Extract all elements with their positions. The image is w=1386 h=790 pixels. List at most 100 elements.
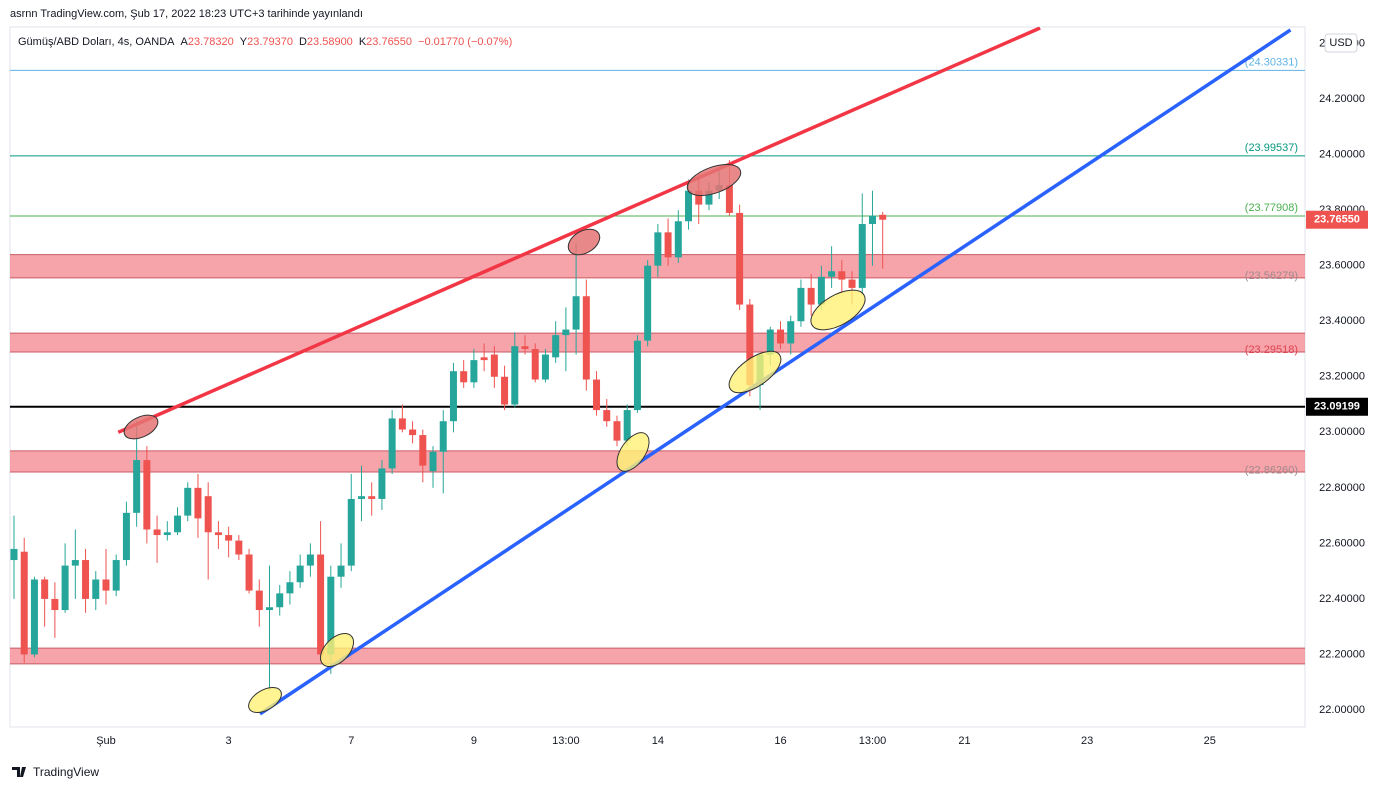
x-tick-label: 3 — [226, 735, 232, 747]
ellipse — [320, 633, 354, 667]
y-tick-label: 22.60000 — [1319, 537, 1365, 549]
x-tick-label: 7 — [348, 735, 354, 747]
candle-body — [296, 565, 304, 583]
candle-body — [184, 487, 192, 516]
candle-body — [603, 410, 611, 422]
x-tick-label: 21 — [958, 735, 970, 747]
y-tick-label: 22.40000 — [1319, 593, 1365, 605]
zone-label: (23.56279) — [1245, 270, 1298, 282]
candle-body — [20, 551, 28, 655]
candle-body — [511, 346, 519, 405]
candle-body — [562, 329, 570, 336]
candle-body — [409, 429, 417, 436]
x-tick-label: 14 — [652, 735, 664, 747]
candle-body — [572, 296, 580, 330]
trendline — [117, 27, 1041, 434]
legend-value: 23.79370 — [247, 36, 293, 48]
x-tick-label: 13:00 — [859, 735, 887, 747]
candle-body — [214, 532, 222, 536]
price-axis: 22.00000 22.20000 22.40000 22.60000 22.80000… — [1306, 37, 1368, 716]
candle-body — [71, 560, 79, 566]
currency-button[interactable] — [1324, 33, 1358, 53]
candle-body — [357, 496, 365, 499]
candle-body — [449, 371, 457, 422]
candle-body — [41, 579, 49, 599]
price-box-label: 23.76550 — [1314, 214, 1360, 226]
candle-body — [623, 410, 631, 441]
zone — [10, 450, 1305, 473]
candle-body — [398, 418, 406, 430]
legend-key: Y — [240, 36, 248, 48]
candle-body — [429, 451, 437, 472]
candle-body — [613, 421, 621, 441]
ellipse — [728, 350, 782, 394]
candle-body — [92, 579, 100, 599]
candle-body — [531, 348, 539, 380]
candle-body — [266, 607, 273, 611]
zone — [10, 648, 1305, 664]
ellipse — [616, 432, 650, 472]
ellipse — [810, 289, 866, 331]
candle-body — [327, 576, 335, 655]
candle-body — [10, 548, 18, 561]
legend-value: 23.78320 — [188, 36, 234, 48]
candle-body — [746, 304, 754, 386]
candle-body — [470, 360, 478, 383]
candle-body — [143, 460, 151, 530]
candle-body — [122, 512, 130, 561]
legend: Gümüş/ABD Doları, 4s, OANDA A23.78320 Y23.… — [18, 36, 512, 48]
legend-change: −0.01770 (−0.07%) — [418, 36, 512, 48]
candle-body — [368, 496, 376, 499]
legend-item: Gümüş/ABD Doları, 4s, OANDA — [18, 36, 175, 48]
candle-body — [654, 232, 662, 266]
candle-body — [807, 287, 815, 305]
x-tick-label: 25 — [1204, 735, 1216, 747]
candle-body — [838, 271, 846, 280]
candle-body — [705, 190, 713, 205]
candle-body — [194, 487, 202, 519]
y-tick-label: 22.00000 — [1319, 704, 1365, 716]
level-label: (24.30331) — [1245, 56, 1298, 68]
x-tick-label: 13:00 — [552, 735, 580, 747]
candle-body — [317, 554, 325, 655]
x-tick-label: 23 — [1081, 735, 1093, 747]
candle-body — [777, 329, 784, 344]
legend-value: 23.58900 — [307, 36, 353, 48]
candle-body — [460, 371, 468, 383]
candle-body — [30, 579, 38, 655]
candle-body — [174, 515, 182, 533]
candle-body — [552, 335, 560, 358]
x-tick-label: 9 — [471, 735, 477, 747]
currency[interactable]: USD — [1329, 37, 1352, 49]
candle-body — [644, 265, 652, 341]
candle-body — [163, 532, 171, 536]
x-tick-label: 16 — [774, 735, 786, 747]
candle-body — [521, 346, 529, 349]
candle-body — [501, 376, 509, 405]
candle-body — [204, 496, 212, 533]
candle-body — [286, 582, 294, 594]
zone — [10, 333, 1305, 353]
y-tick-label: 24.20000 — [1319, 93, 1365, 105]
candle-body — [82, 560, 90, 599]
candle-body — [541, 354, 549, 380]
y-tick-label: 22.80000 — [1319, 482, 1365, 494]
candle-body — [61, 565, 69, 611]
candle-body — [133, 460, 141, 513]
candle-body — [797, 287, 805, 322]
candle-body — [439, 421, 447, 452]
legend-key: K — [359, 36, 367, 48]
candle-body — [51, 598, 59, 611]
candle-body — [848, 279, 856, 288]
ellipse — [248, 687, 282, 713]
candle-body — [388, 418, 396, 469]
candle-body — [306, 554, 314, 566]
candle-body — [582, 296, 590, 380]
candle-body — [828, 271, 836, 277]
y-tick-label: 23.20000 — [1319, 371, 1365, 383]
legend-key: D — [299, 36, 307, 48]
candle-body — [787, 321, 795, 344]
legend-value: 23.76550 — [366, 36, 412, 48]
annotations — [123, 163, 866, 713]
